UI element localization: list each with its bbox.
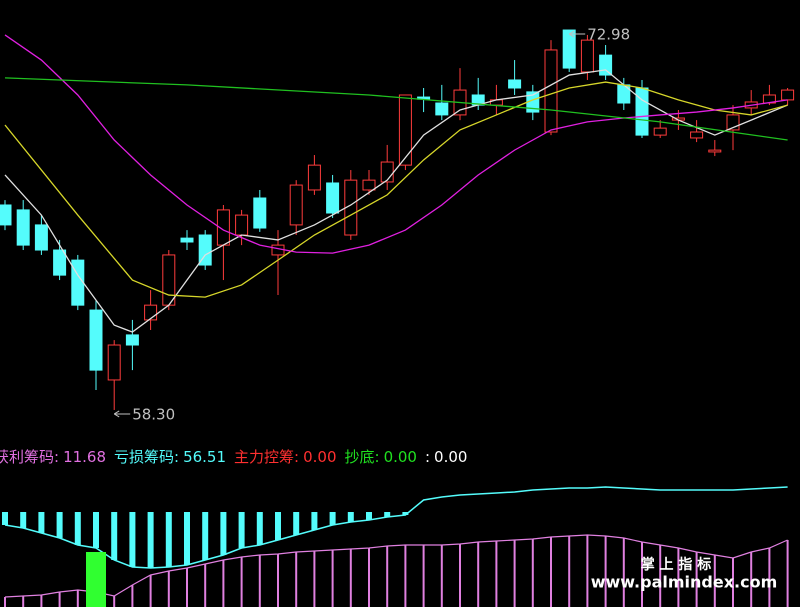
annotation-label: 72.98	[587, 26, 630, 44]
candle-body	[71, 259, 85, 306]
readout-name: :	[425, 448, 430, 466]
bottom-signal-bar	[86, 552, 106, 607]
loss-line	[4, 486, 788, 569]
readout-name: 亏损筹码:	[114, 448, 179, 466]
loss-bar	[56, 512, 63, 538]
readout-name: 获利筹码:	[0, 448, 59, 466]
candle-body	[653, 127, 667, 136]
loss-bar	[384, 512, 391, 517]
loss-bar	[256, 512, 263, 545]
readout-value: 56.51	[183, 448, 226, 466]
candle-body	[544, 49, 558, 133]
readout-row: 获利筹码: 11.68 亏损筹码: 56.51 主力控筹: 0.00 抄底: 0.00:0.0…	[0, 448, 467, 466]
readout-value: 11.68	[63, 448, 106, 466]
loss-bar	[74, 512, 81, 545]
moving-average-line	[4, 69, 788, 333]
readout-value: 0.00	[434, 448, 467, 466]
candle-body	[580, 39, 594, 73]
loss-bar	[220, 512, 227, 555]
readout-value: 0.00	[303, 448, 336, 466]
loss-bar	[311, 512, 318, 530]
candle-body	[635, 87, 649, 136]
candle-body	[380, 161, 394, 183]
loss-bar	[238, 512, 245, 548]
indicator-panel: 获利筹码: 11.68 亏损筹码: 56.51 主力控筹: 0.00 抄底: 0.00:0.0…	[0, 448, 789, 607]
candle-body	[562, 29, 576, 69]
candle-body	[289, 184, 303, 226]
candle-body	[34, 224, 48, 251]
loss-bar	[184, 512, 190, 565]
loss-bar	[402, 512, 409, 515]
candle-body	[508, 79, 522, 89]
watermark-url: www.palmindex.com	[591, 573, 778, 592]
readout-value: 0.00	[384, 448, 417, 466]
loss-bar	[93, 512, 99, 548]
candle-body	[235, 214, 249, 236]
candle-body	[53, 249, 67, 276]
loss-bar	[147, 512, 154, 568]
candle-body	[362, 179, 376, 191]
candle-body	[690, 131, 704, 139]
candle-body	[307, 164, 321, 191]
loss-bar	[293, 512, 300, 535]
loss-bar	[202, 512, 209, 560]
candle-body	[16, 209, 30, 246]
candle-body	[144, 304, 158, 321]
loss-bar	[275, 512, 281, 540]
price-panel: 58.30 72.98	[0, 26, 795, 423]
candle-body	[125, 334, 139, 346]
candle-body	[162, 254, 176, 306]
annotation-arrowhead	[568, 30, 575, 38]
watermark-title: 掌 上 指 标	[641, 556, 712, 573]
candle-body	[435, 102, 449, 116]
profit-line	[4, 534, 788, 598]
moving-average-line	[4, 81, 788, 298]
moving-average-line	[4, 77, 788, 141]
candle-body	[326, 182, 340, 214]
moving-average-line	[4, 34, 788, 254]
loss-bar	[366, 512, 372, 520]
loss-bar	[165, 512, 172, 567]
candle-body	[198, 234, 212, 266]
annotation-arrowhead	[113, 410, 120, 418]
loss-bar	[111, 512, 118, 560]
readout-name: 抄底:	[345, 448, 380, 466]
candle-body	[398, 94, 412, 166]
candle-body	[0, 204, 12, 226]
loss-bar	[38, 512, 45, 533]
loss-bar	[329, 512, 336, 525]
annotation-label: 58.30	[132, 405, 175, 423]
loss-bar	[2, 512, 8, 525]
candle-body	[180, 237, 194, 243]
candle-body	[708, 149, 722, 153]
loss-bar	[20, 512, 27, 528]
readout-name: 主力控筹:	[234, 448, 299, 466]
loss-bar	[347, 512, 354, 522]
candle-body	[599, 54, 613, 76]
candle-body	[253, 197, 267, 229]
candle-body	[107, 344, 121, 381]
candle-body	[89, 309, 103, 371]
loss-bar	[129, 512, 136, 567]
candle-body	[781, 89, 795, 101]
